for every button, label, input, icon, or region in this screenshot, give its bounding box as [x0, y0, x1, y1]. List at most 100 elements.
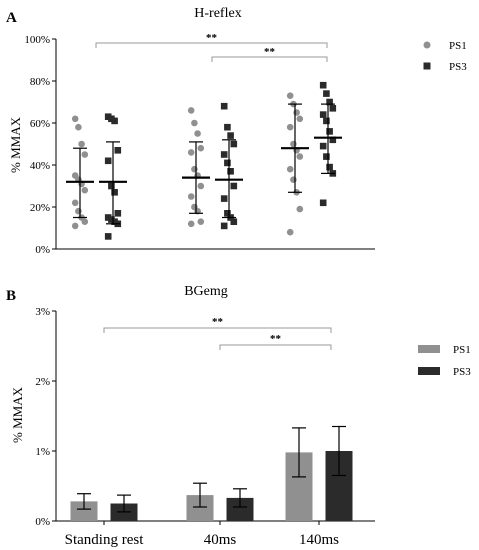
y-tick-label: 40%: [30, 160, 50, 172]
ps1-data-point: [197, 218, 205, 225]
ps3-data-point: [319, 199, 327, 207]
ps1-data-point: [296, 205, 304, 213]
y-tick-label: 2%: [35, 376, 50, 388]
y-tick-label: 20%: [30, 202, 50, 214]
ps1-data-point: [75, 123, 82, 131]
ps3-data-point: [224, 210, 231, 217]
legend-ps3-swatch: [418, 367, 440, 375]
ps3-data-point: [323, 90, 330, 97]
ps1-data-point: [187, 107, 195, 114]
ps3-data-point: [326, 128, 333, 135]
ps1-data-point: [81, 218, 89, 225]
ps1-data-point: [296, 115, 304, 123]
y-tick-label: 100%: [24, 34, 50, 46]
ps1-data-point: [293, 109, 300, 116]
panel-b-plot: 0% 1% 2% 3% Standing rest 40ms 140ms ** ** PS1 PS3: [35, 306, 471, 548]
significance-label: **: [212, 316, 224, 328]
ps3-data-point: [319, 142, 327, 150]
ps1-data-point: [191, 119, 198, 127]
ps3-data-point: [230, 182, 238, 190]
ps3-data-point: [319, 111, 327, 118]
y-tick-label: 1%: [35, 446, 50, 458]
ps1-data-point: [78, 140, 85, 148]
y-tick-label: 0%: [35, 244, 50, 256]
ps3-data-point: [108, 182, 115, 190]
ps3-data-point: [326, 163, 333, 171]
ps1-data-point: [71, 115, 79, 123]
legend-label: PS3: [453, 366, 471, 378]
significance-bracket: [211, 56, 328, 62]
ps3-data-point: [220, 102, 228, 110]
ps3-data-point: [220, 151, 228, 158]
significance-bracket: [103, 327, 332, 333]
ps1-data-point: [286, 165, 294, 173]
ps3-data-point: [227, 132, 234, 139]
ps3-data-point: [329, 136, 337, 144]
ps3-bar: [226, 497, 254, 521]
ps3-data-point: [329, 105, 337, 112]
ps1-data-point: [290, 140, 297, 148]
ps1-data-point: [187, 149, 195, 156]
panel-a-letter: A: [6, 10, 17, 26]
ps1-data-point: [81, 186, 89, 194]
ps1-data-point: [81, 151, 89, 158]
legend-label: PS3: [449, 61, 467, 73]
legend-ps1-marker: [423, 41, 431, 49]
ps3-data-point: [319, 81, 327, 89]
ps1-data-point: [296, 153, 304, 160]
ps1-data-point: [71, 199, 79, 207]
ps1-data-point: [286, 92, 294, 99]
panel-b-title: BGemg: [184, 284, 228, 299]
ps3-data-point: [230, 140, 238, 148]
ps1-bar: [70, 501, 98, 521]
legend-ps3-marker: [423, 62, 431, 70]
legend-label: PS1: [449, 40, 467, 52]
ps1-data-point: [187, 220, 195, 228]
panel-b-letter: B: [6, 288, 16, 304]
ps3-data-point: [224, 123, 231, 131]
ps3-data-point: [104, 233, 112, 240]
legend-ps1-swatch: [418, 345, 440, 353]
panel-a-y-axis-label: % MMAX: [8, 116, 23, 173]
ps3-data-point: [111, 117, 118, 125]
ps1-data-point: [194, 130, 201, 137]
x-tick-label: 140ms: [299, 532, 339, 548]
ps1-data-point: [286, 228, 294, 236]
ps1-data-point: [290, 176, 297, 183]
ps3-data-point: [227, 168, 234, 175]
ps3-data-point: [224, 159, 231, 167]
panel-a-title: H-reflex: [194, 6, 241, 21]
x-tick-label: Standing rest: [65, 532, 145, 548]
legend-label: PS1: [453, 344, 471, 356]
ps3-data-point: [104, 157, 112, 165]
ps1-data-point: [71, 222, 79, 230]
ps1-data-point: [197, 182, 205, 190]
ps1-data-point: [191, 165, 198, 173]
ps1-data-point: [187, 193, 195, 200]
y-tick-label: 3%: [35, 306, 50, 318]
significance-bracket: [95, 42, 328, 48]
ps1-data-point: [286, 123, 294, 131]
y-tick-label: 0%: [35, 516, 50, 528]
ps3-data-point: [323, 117, 330, 125]
significance-label: **: [206, 32, 218, 44]
ps3-data-point: [114, 210, 122, 217]
ps3-data-point: [230, 218, 238, 225]
y-tick-label: 60%: [30, 118, 50, 130]
ps3-data-point: [220, 222, 228, 230]
ps3-data-point: [111, 189, 118, 196]
y-tick-label: 80%: [30, 76, 50, 88]
ps1-data-point: [197, 144, 205, 152]
ps3-data-point: [326, 98, 333, 106]
x-tick-label: 40ms: [204, 532, 237, 548]
significance-label: **: [270, 333, 282, 345]
panel-a-plot: 0% 20% 40% 60% 80% 100% ** ** PS1 PS3: [24, 32, 467, 256]
panel-b-y-axis-label: % MMAX: [10, 386, 25, 443]
significance-bracket: [219, 344, 332, 350]
ps3-data-point: [114, 147, 122, 154]
significance-label: **: [264, 46, 276, 58]
ps3-data-point: [323, 153, 330, 160]
ps1-data-point: [75, 207, 82, 215]
ps3-data-point: [220, 195, 228, 202]
